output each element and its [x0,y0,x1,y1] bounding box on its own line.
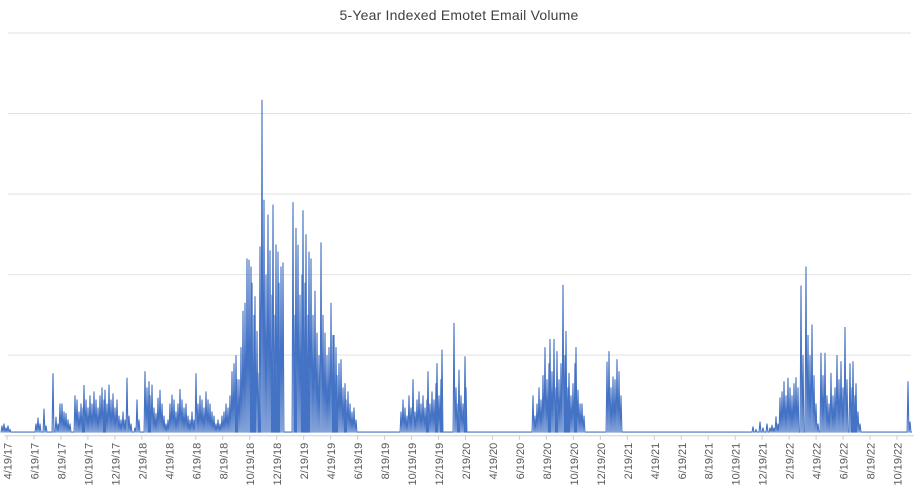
chart-title: 5-Year Indexed Emotet Email Volume [339,7,579,23]
x-axis-label: 8/19/21 [704,443,716,480]
x-axis-label: 4/19/21 [650,443,662,480]
volume-series-line [0,99,912,433]
x-axis-label: 10/19/21 [731,443,743,486]
x-axis-label: 6/19/22 [839,443,851,480]
x-axis-label: 10/19/19 [407,443,419,486]
x-axis-label: 2/19/18 [137,443,149,480]
x-axis-label: 2/19/19 [299,443,311,480]
x-axis-label: 8/19/22 [866,443,878,480]
x-axis-label: 6/19/21 [677,443,689,480]
x-axis-label: 2/19/22 [785,443,797,480]
x-axis-label: 8/19/18 [218,443,230,480]
x-axis-label: 4/19/22 [812,443,824,480]
x-axis-label: 12/19/17 [110,443,122,486]
x-axis-label: 8/19/17 [56,443,68,480]
x-axis-label: 4/19/20 [488,443,500,480]
x-axis-label: 6/19/19 [353,443,365,480]
x-axis-label: 6/19/20 [515,443,527,480]
x-axis-label: 2/19/21 [623,443,635,480]
x-axis-label: 12/19/19 [434,443,446,486]
x-axis-label: 4/19/19 [326,443,338,480]
x-axis-label: 2/19/20 [461,443,473,480]
x-axis-label: 8/19/19 [380,443,392,480]
x-axis-label: 6/19/18 [191,443,203,480]
x-axis-label: 4/19/17 [3,443,15,480]
x-axis-label: 12/19/21 [758,443,770,486]
x-axis-label: 6/19/17 [29,443,41,480]
x-axis-label: 10/19/17 [83,443,95,486]
x-axis-label: 12/19/18 [272,443,284,486]
x-axis-label: 10/19/18 [245,443,257,486]
x-axis-label: 4/19/18 [164,443,176,480]
x-axis-label: 12/19/20 [596,443,608,486]
x-axis-label: 10/19/22 [893,443,905,486]
x-axis-label: 8/19/20 [542,443,554,480]
x-axis-label: 10/19/20 [569,443,581,486]
